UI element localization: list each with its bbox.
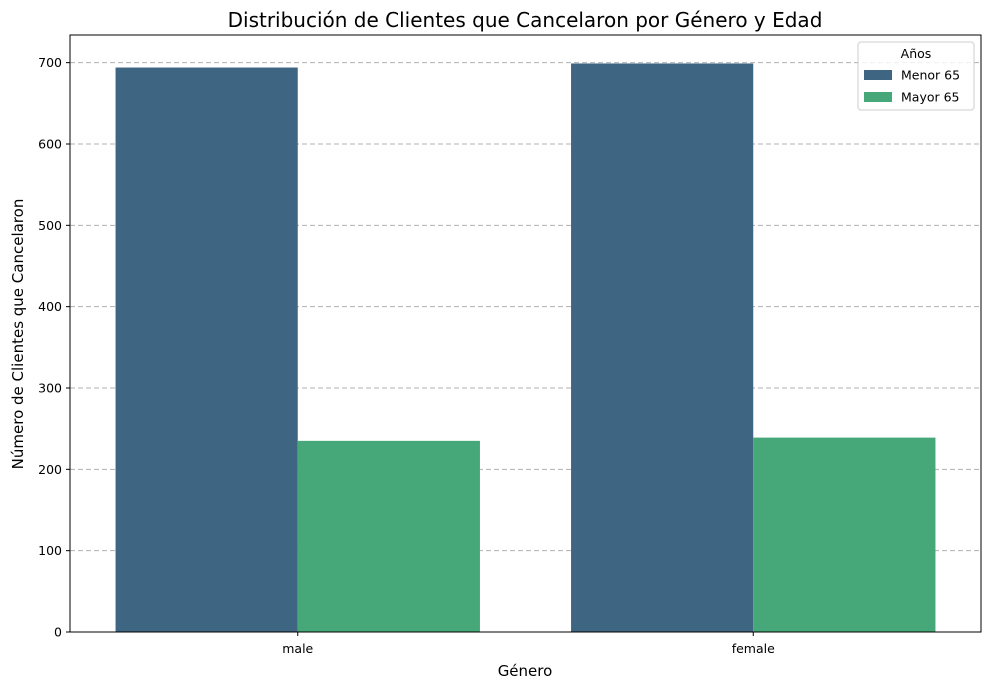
y-tick-label-500: 500 [38,218,62,233]
y-tick-label-700: 700 [38,55,62,70]
x-axis-ticks: male female [282,632,775,656]
x-tick-label-male: male [282,641,313,656]
y-tick-label-300: 300 [38,380,62,395]
legend: Años Menor 65 Mayor 65 [857,41,975,111]
y-tick-label-600: 600 [38,136,62,151]
y-tick-label-0: 0 [54,625,62,640]
legend-swatch-0 [864,70,892,80]
x-tick-label-female: female [732,641,775,656]
bar-female-menor-65 [571,63,754,633]
legend-swatch-1 [864,92,892,102]
bars [115,63,936,633]
chart-title: Distribución de Clientes que Cancelaron … [228,8,823,32]
y-axis-ticks: 0 100 200 300 400 500 600 700 [38,55,70,640]
bar-female-mayor-65 [753,437,936,632]
y-tick-label-100: 100 [38,543,62,558]
legend-title: Años [901,46,932,61]
x-axis-label: Género [498,662,553,680]
bar-male-mayor-65 [297,440,480,632]
y-tick-label-200: 200 [38,462,62,477]
legend-label-0: Menor 65 [901,68,960,83]
bar-male-menor-65 [115,67,298,632]
y-tick-label-400: 400 [38,299,62,314]
y-axis-label: Número de Clientes que Cancelaron [9,199,27,470]
legend-label-1: Mayor 65 [901,90,960,105]
plot-frame [69,34,982,633]
